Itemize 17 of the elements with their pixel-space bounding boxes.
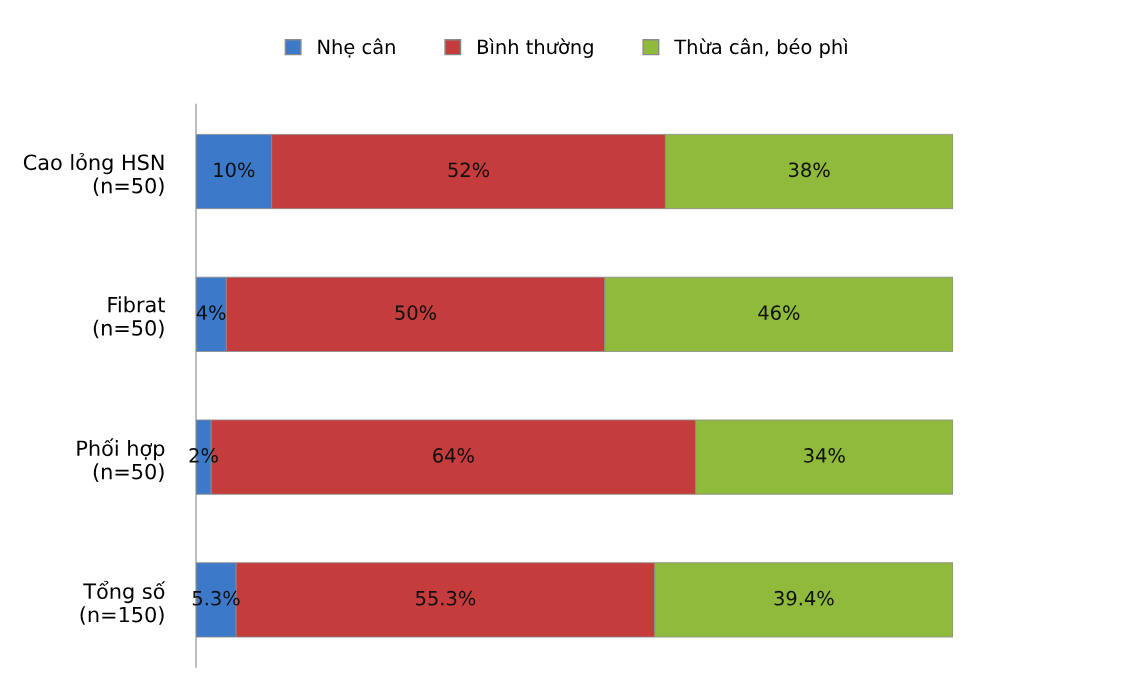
y-tick-label: Cao lỏng HSN (n=50) <box>23 153 164 196</box>
y-tick-label: Tổng số (n=150) <box>80 580 166 625</box>
data-label: 55.3% <box>416 590 476 606</box>
data-label: 50% <box>395 305 437 320</box>
y-tick-label: Fibrat (n=50) <box>93 296 165 339</box>
data-label: 10% <box>214 162 255 178</box>
y-tick-label: Phối hợp (n=50) <box>77 438 165 482</box>
data-label: 34% <box>804 448 845 463</box>
data-label: 52% <box>448 162 490 178</box>
data-label: 4% <box>196 305 226 320</box>
data-label: 39.4% <box>774 590 834 606</box>
data-label: 38% <box>789 162 830 178</box>
legend-label: Bình thường <box>478 38 593 58</box>
legend-label: Nhẹ cân <box>318 38 395 58</box>
legend-label: Thừa cân, béo phì <box>674 38 848 58</box>
data-label: 64% <box>433 448 474 463</box>
data-label: 46% <box>758 305 800 320</box>
